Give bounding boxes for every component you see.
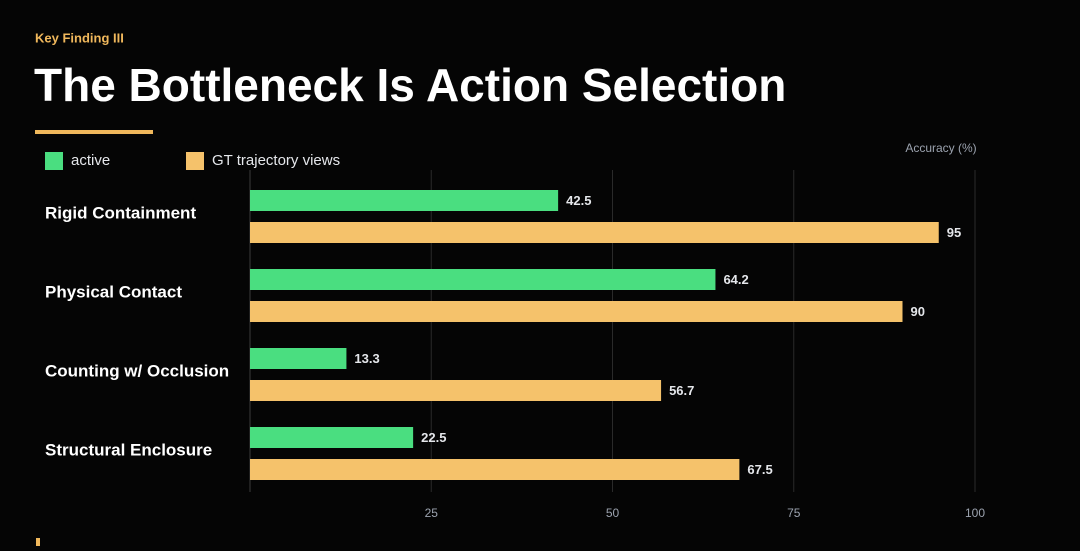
legend-label: active: [71, 152, 110, 169]
x-tick-label: 50: [606, 506, 620, 520]
x-tick-label: 100: [965, 506, 985, 520]
chart-title: The Bottleneck Is Action Selection: [34, 59, 786, 111]
bar: [250, 190, 559, 211]
legend-swatch: [186, 152, 204, 170]
bar: [250, 380, 662, 401]
axis-title: Accuracy (%): [905, 141, 976, 155]
value-label: 13.3: [354, 351, 379, 366]
value-label: 67.5: [747, 462, 772, 477]
x-tick-label: 25: [425, 506, 439, 520]
value-label: 95: [947, 225, 961, 240]
value-label: 64.2: [723, 272, 748, 287]
title-underline: [35, 130, 153, 134]
legend-label: GT trajectory views: [212, 152, 340, 169]
decoration: [36, 538, 40, 546]
y-tick-label: Counting w/ Occlusion: [45, 361, 229, 380]
value-label: 90: [911, 304, 925, 319]
y-tick-label: Rigid Containment: [45, 203, 196, 222]
bar: [250, 222, 939, 243]
eyebrow: Key Finding III: [35, 30, 124, 45]
bar: [250, 348, 347, 369]
x-tick-label: 75: [787, 506, 801, 520]
bar: [250, 269, 716, 290]
y-tick-label: Structural Enclosure: [45, 440, 212, 459]
bar: [250, 427, 414, 448]
bar: [250, 459, 740, 480]
value-label: 56.7: [669, 383, 694, 398]
bar: [250, 301, 903, 322]
y-tick-label: Physical Contact: [45, 282, 182, 301]
value-label: 42.5: [566, 193, 591, 208]
value-label: 22.5: [421, 430, 446, 445]
legend-swatch: [45, 152, 63, 170]
